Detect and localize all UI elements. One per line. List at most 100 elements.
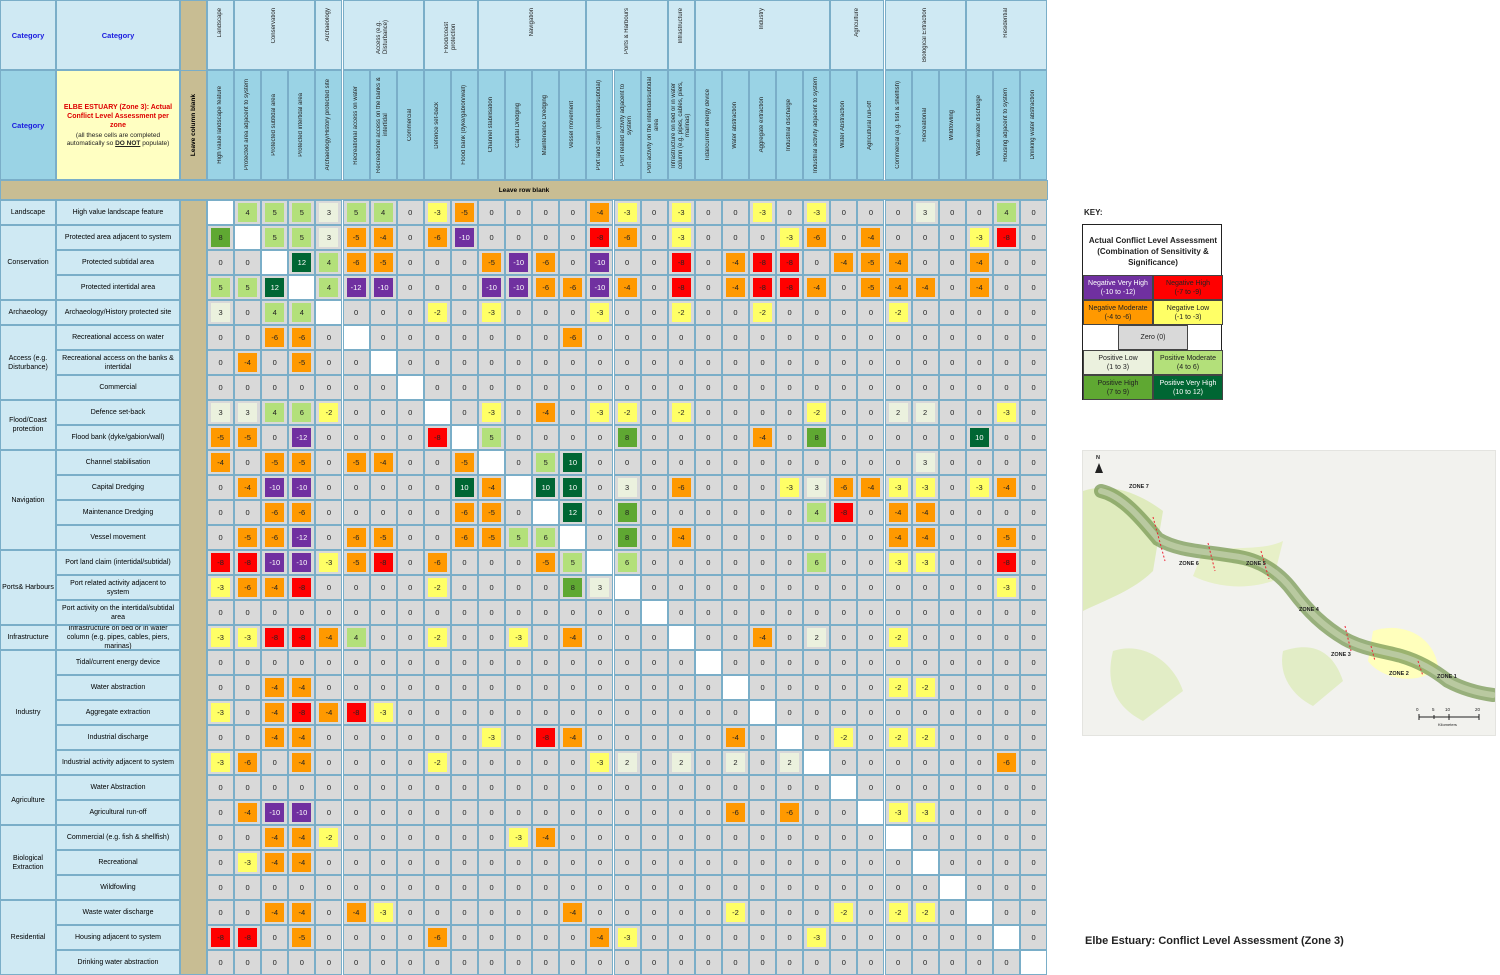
matrix-value: 0 (671, 853, 691, 872)
matrix-cell: 0 (1020, 500, 1048, 525)
matrix-value: 0 (346, 803, 366, 822)
matrix-value: 0 (319, 653, 339, 672)
matrix-value: 0 (996, 803, 1016, 822)
matrix-value: 0 (563, 778, 583, 797)
matrix-value: 0 (427, 278, 447, 297)
matrix-value: 0 (400, 653, 420, 672)
matrix-value: 0 (482, 203, 502, 222)
matrix-value: 0 (861, 928, 881, 947)
matrix-value: 0 (1024, 753, 1044, 772)
matrix-value: 0 (753, 478, 773, 497)
matrix-value: 0 (969, 828, 989, 847)
matrix-cell: 0 (586, 650, 614, 675)
matrix-value: 0 (373, 778, 393, 797)
row-category-cell: Landscape (0, 200, 56, 225)
matrix-cell: 0 (938, 500, 966, 525)
matrix-value: 0 (644, 678, 664, 697)
matrix-cell: 0 (369, 325, 397, 350)
matrix-value (427, 403, 447, 422)
matrix-cell: -5 (478, 250, 506, 275)
matrix-value: 0 (780, 303, 800, 322)
matrix-value: -3 (238, 853, 258, 872)
matrix-value: 0 (1024, 728, 1044, 747)
matrix-value: 0 (211, 378, 231, 397)
matrix-cell: 0 (1020, 900, 1048, 925)
matrix-cell: 0 (803, 900, 831, 925)
matrix-cell: -8 (586, 225, 614, 250)
matrix-cell: -10 (261, 550, 289, 575)
matrix-cell: 0 (911, 375, 939, 400)
matrix-cell: -3 (667, 225, 695, 250)
matrix-cell: 0 (559, 375, 587, 400)
matrix-cell: 0 (1020, 775, 1048, 800)
matrix-cell: 0 (776, 500, 804, 525)
matrix-cell: 0 (694, 225, 722, 250)
matrix-value: 8 (617, 528, 637, 547)
matrix-value: 0 (454, 253, 474, 272)
matrix-cell: 0 (911, 250, 939, 275)
matrix-cell (694, 650, 722, 675)
matrix-value: 3 (211, 403, 231, 422)
matrix-cell: 0 (749, 900, 777, 925)
matrix-value (888, 828, 908, 847)
row-label: Housing adjacent to system (75, 934, 161, 941)
matrix-value: 0 (753, 828, 773, 847)
matrix-cell: 0 (559, 775, 587, 800)
matrix-value: 0 (969, 728, 989, 747)
matrix-cell: 0 (776, 825, 804, 850)
matrix-value: 0 (834, 953, 854, 972)
matrix-cell: 0 (423, 875, 451, 900)
matrix-value: -6 (996, 753, 1016, 772)
matrix-value: 0 (211, 828, 231, 847)
matrix-cell: -4 (721, 725, 749, 750)
matrix-value: 0 (969, 203, 989, 222)
matrix-cell: 0 (694, 775, 722, 800)
matrix-cell: -3 (776, 225, 804, 250)
matrix-cell: 0 (532, 675, 560, 700)
matrix-value: 0 (536, 303, 556, 322)
matrix-value: 0 (563, 753, 583, 772)
matrix-cell: 0 (315, 600, 343, 625)
matrix-value: 0 (725, 328, 745, 347)
matrix-cell (667, 625, 695, 650)
matrix-value: -4 (888, 503, 908, 522)
matrix-value: -6 (454, 503, 474, 522)
matrix-value: 0 (563, 403, 583, 422)
matrix-value: 0 (211, 728, 231, 747)
matrix-cell: 0 (234, 700, 262, 725)
matrix-value: 0 (969, 928, 989, 947)
matrix-cell: 0 (857, 850, 885, 875)
matrix-value: 6 (292, 403, 312, 422)
matrix-cell: -4 (965, 275, 993, 300)
matrix-value: 0 (536, 628, 556, 647)
matrix-value: 0 (1024, 778, 1044, 797)
key-neg-low: Negative Low (-1 to -3) (1153, 300, 1223, 325)
matrix-value: 0 (509, 203, 529, 222)
matrix-value: 0 (617, 378, 637, 397)
matrix-cell: 0 (803, 875, 831, 900)
matrix-cell: 0 (749, 775, 777, 800)
key-zero: Zero (0) (1118, 325, 1188, 350)
matrix-cell: 0 (830, 200, 858, 225)
matrix-value: 0 (400, 303, 420, 322)
matrix-cell: 0 (288, 775, 316, 800)
key-box: Actual Conflict Level Assessment (Combin… (1082, 224, 1223, 400)
matrix-value: 0 (888, 778, 908, 797)
matrix-cell: 0 (234, 250, 262, 275)
instructions-note-before: (all these cells are completed automatic… (66, 131, 161, 147)
matrix-value: 0 (644, 828, 664, 847)
key-text: Positive High (1097, 379, 1139, 387)
matrix-cell: 0 (559, 400, 587, 425)
row-category-cell: Ports& Harbours (0, 550, 56, 625)
matrix-value: 0 (807, 353, 827, 372)
matrix-value: 0 (834, 678, 854, 697)
matrix-cell: 0 (234, 300, 262, 325)
matrix-value: 0 (427, 653, 447, 672)
matrix-value: 0 (482, 828, 502, 847)
col-label: Defence set-back (433, 101, 440, 149)
matrix-cell: 0 (803, 350, 831, 375)
matrix-value: 0 (373, 603, 393, 622)
matrix-value: 0 (996, 678, 1016, 697)
matrix-value: 8 (617, 428, 637, 447)
matrix-value: 0 (590, 378, 610, 397)
